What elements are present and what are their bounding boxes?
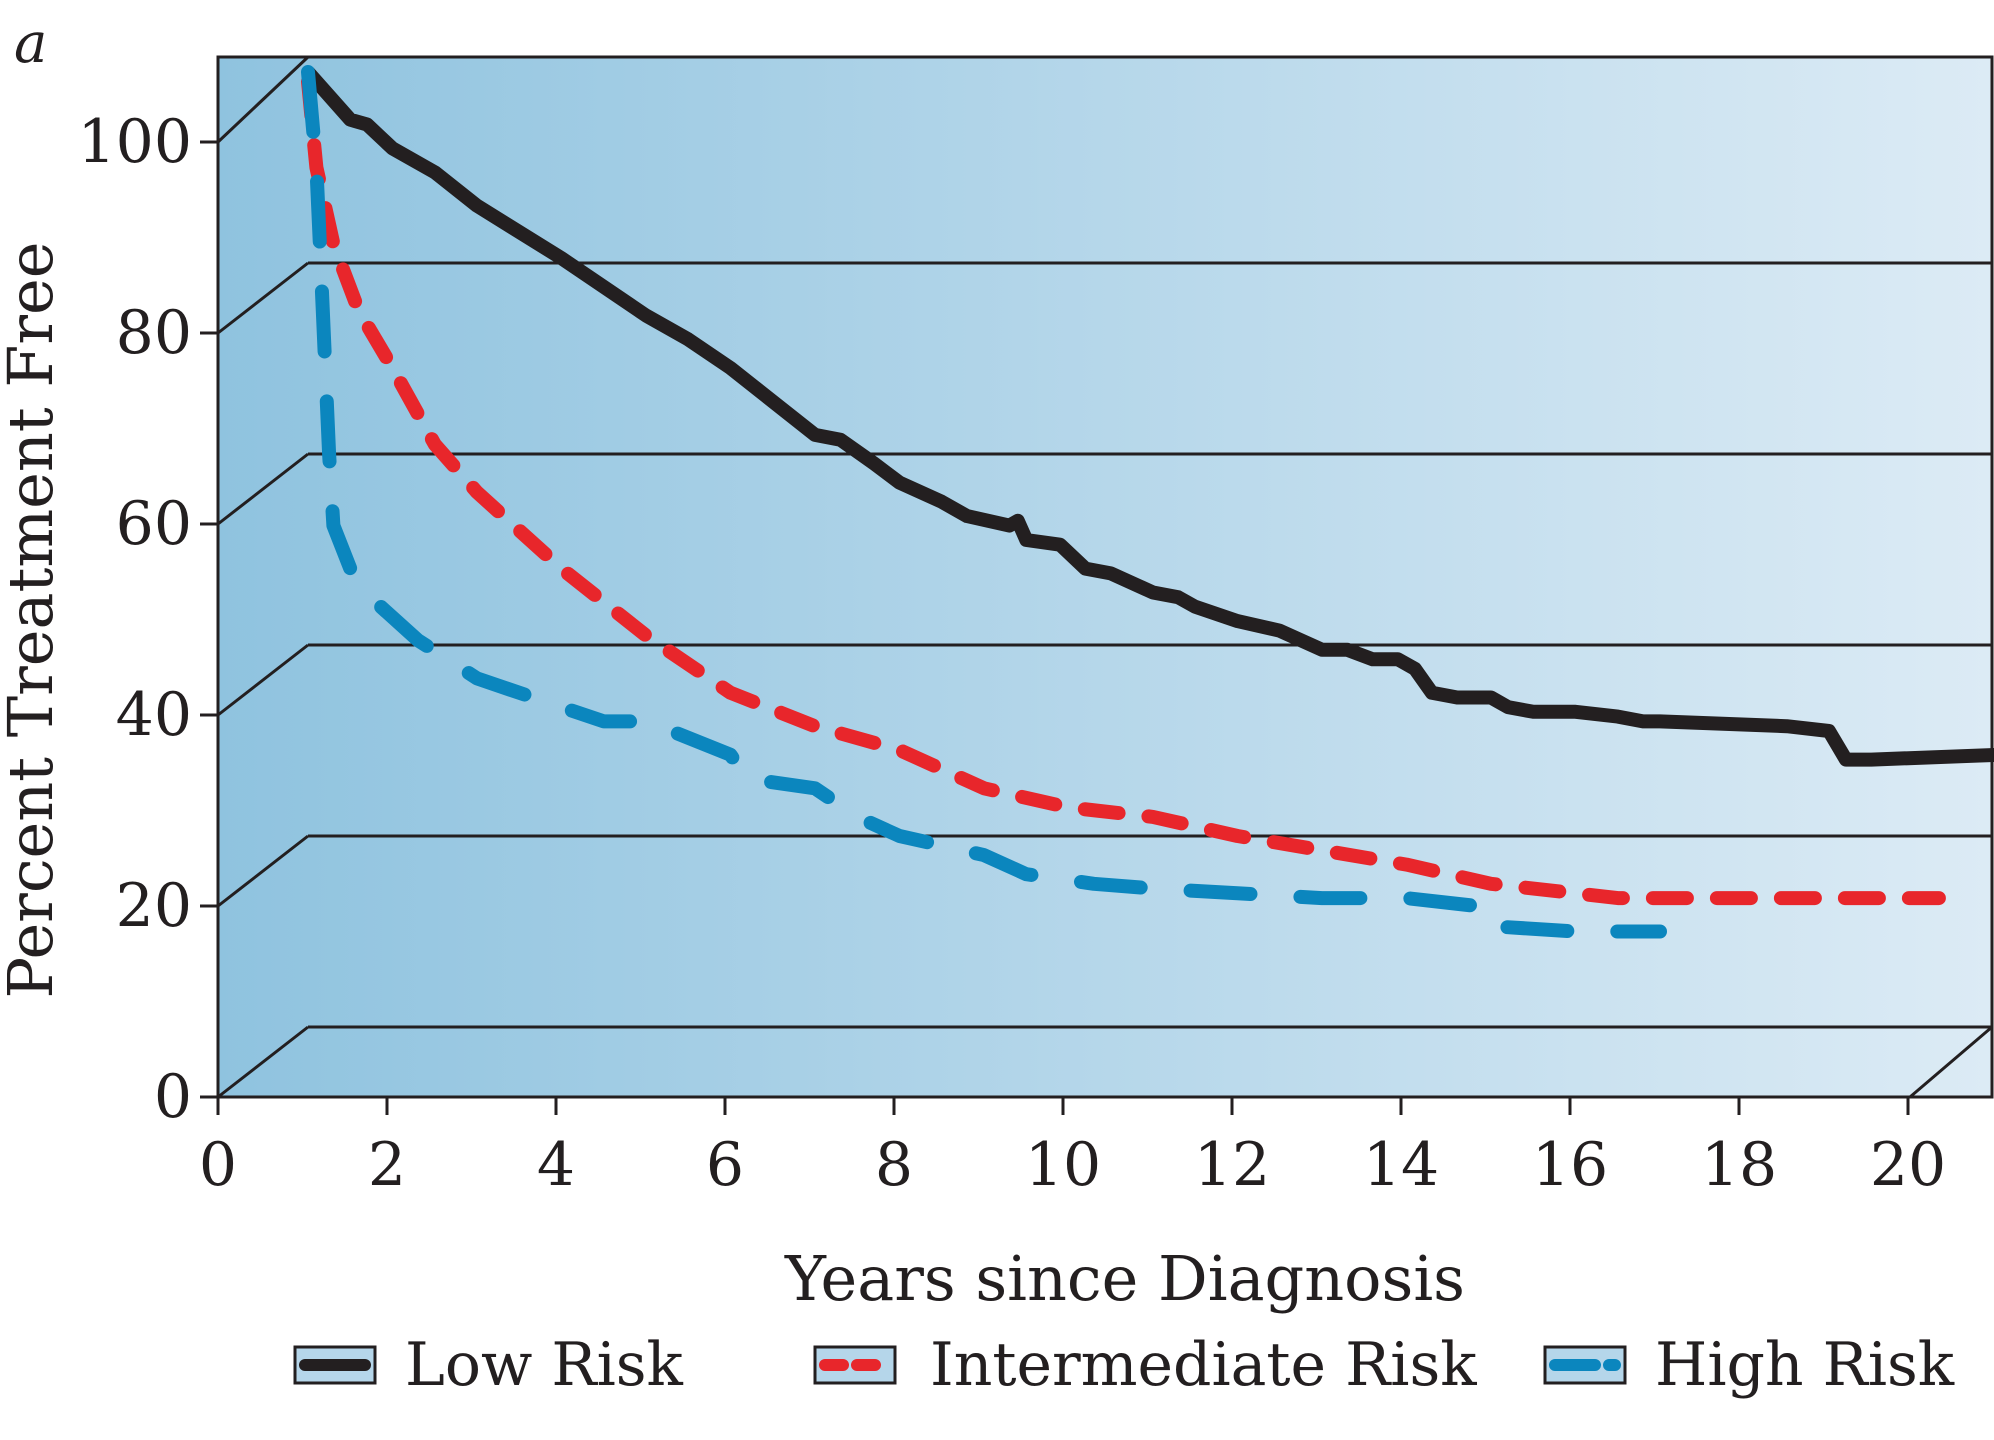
y-tick-label: 80 <box>116 298 192 368</box>
y-tick-label: 60 <box>116 489 192 559</box>
y-tick-label: 20 <box>116 871 192 941</box>
series-line <box>301 74 1946 906</box>
y-tick-label: 40 <box>116 680 192 750</box>
y-axis-title: Percent Treatment Free <box>0 242 67 999</box>
x-tick-label: 18 <box>1701 1130 1777 1200</box>
x-tick-label: 20 <box>1870 1130 1946 1200</box>
x-tick-label: 2 <box>368 1130 406 1200</box>
series-line <box>302 67 1994 767</box>
series-line <box>301 65 1667 939</box>
legend-label: Low Risk <box>405 1330 684 1400</box>
gridline-diag <box>217 834 309 908</box>
x-tick-label: 0 <box>199 1130 237 1200</box>
y-tick-label: 100 <box>77 107 192 177</box>
gridline-diag <box>217 643 309 717</box>
x-tick-label: 16 <box>1532 1130 1608 1200</box>
floor-edge <box>1909 1025 1993 1099</box>
axes: 0 2 4 6 8 10 12 14 16 18 20 0 20 40 60 80 100 <box>77 107 1946 1200</box>
x-tick-label: 10 <box>1025 1130 1101 1200</box>
legend-label: Intermediate Risk <box>930 1330 1477 1400</box>
legend-label: High Risk <box>1655 1330 1955 1400</box>
x-tick-label: 6 <box>706 1130 744 1200</box>
floor-layer <box>1909 1025 1993 1099</box>
gridline-diag <box>216 55 310 144</box>
gridline-diag <box>217 452 309 526</box>
panel-letter: a <box>14 11 47 76</box>
gridline-diag <box>217 1025 309 1099</box>
x-tick-label: 14 <box>1363 1130 1439 1200</box>
legend: Low Risk Intermediate Risk High Risk <box>293 1330 1955 1400</box>
grid-layer <box>216 55 1992 1099</box>
x-axis-title: Years since Diagnosis <box>784 1242 1465 1315</box>
series-layer <box>301 65 1994 939</box>
x-tick-label: 4 <box>537 1130 575 1200</box>
x-tick-label: 8 <box>875 1130 913 1200</box>
gridline-diag <box>217 261 309 335</box>
y-tick-label: 0 <box>154 1062 192 1132</box>
x-tick-label: 12 <box>1194 1130 1270 1200</box>
